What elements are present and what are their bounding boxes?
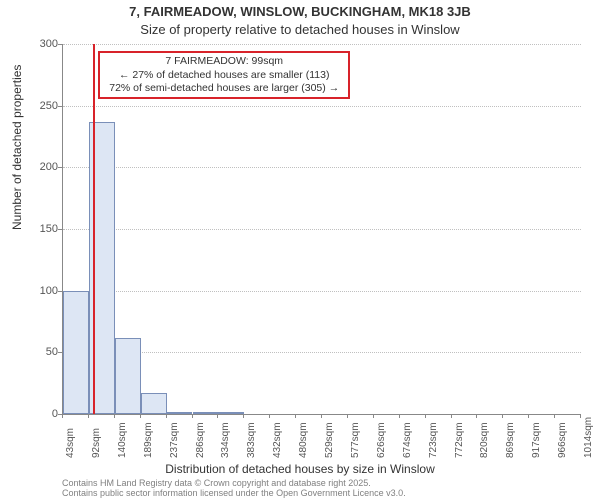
y-tick-label: 100 bbox=[18, 285, 58, 297]
footer-line1: Contains HM Land Registry data © Crown c… bbox=[62, 478, 371, 488]
y-tick-label: 0 bbox=[18, 408, 58, 420]
histogram-bar bbox=[115, 338, 141, 414]
y-axis-label: Number of detached properties bbox=[10, 65, 24, 230]
x-tick-mark bbox=[425, 414, 426, 418]
x-tick-label: 286sqm bbox=[195, 422, 206, 458]
y-tick-mark bbox=[58, 167, 62, 168]
x-tick-mark bbox=[502, 414, 503, 418]
x-tick-mark bbox=[347, 414, 348, 418]
x-tick-mark bbox=[554, 414, 555, 418]
x-tick-mark bbox=[192, 414, 193, 418]
x-tick-label: 577sqm bbox=[350, 422, 361, 458]
chart-container: 7, FAIRMEADOW, WINSLOW, BUCKINGHAM, MK18… bbox=[0, 0, 600, 500]
y-tick-mark bbox=[58, 229, 62, 230]
annotation-line: 7 FAIRMEADOW: 99sqm bbox=[106, 55, 342, 68]
x-tick-mark bbox=[321, 414, 322, 418]
gridline-h bbox=[63, 229, 581, 230]
x-tick-mark bbox=[399, 414, 400, 418]
x-tick-mark bbox=[580, 414, 581, 418]
x-tick-mark bbox=[476, 414, 477, 418]
y-tick-label: 150 bbox=[18, 223, 58, 235]
x-tick-label: 92sqm bbox=[91, 428, 102, 458]
x-tick-label: 674sqm bbox=[402, 422, 413, 458]
annotation-line: ← 27% of detached houses are smaller (11… bbox=[106, 69, 342, 82]
x-tick-label: 723sqm bbox=[428, 422, 439, 458]
x-tick-label: 480sqm bbox=[298, 422, 309, 458]
histogram-bar bbox=[63, 291, 89, 414]
x-tick-mark bbox=[269, 414, 270, 418]
x-tick-label: 917sqm bbox=[531, 422, 542, 458]
y-tick-mark bbox=[58, 44, 62, 45]
gridline-h bbox=[63, 167, 581, 168]
x-tick-label: 189sqm bbox=[143, 422, 154, 458]
plot-area: 7 FAIRMEADOW: 99sqm← 27% of detached hou… bbox=[62, 44, 581, 415]
x-tick-label: 432sqm bbox=[272, 422, 283, 458]
chart-title-main: 7, FAIRMEADOW, WINSLOW, BUCKINGHAM, MK18… bbox=[0, 4, 600, 19]
property-marker-line bbox=[93, 44, 95, 414]
x-tick-label: 334sqm bbox=[220, 422, 231, 458]
x-axis-label: Distribution of detached houses by size … bbox=[0, 462, 600, 476]
histogram-bar bbox=[167, 412, 193, 414]
x-tick-mark bbox=[114, 414, 115, 418]
x-tick-mark bbox=[166, 414, 167, 418]
histogram-bar bbox=[218, 412, 244, 414]
gridline-h bbox=[63, 291, 581, 292]
footer-line2: Contains public sector information licen… bbox=[62, 488, 406, 498]
gridline-h bbox=[63, 106, 581, 107]
chart-title-sub: Size of property relative to detached ho… bbox=[0, 22, 600, 37]
x-tick-mark bbox=[373, 414, 374, 418]
x-tick-mark bbox=[243, 414, 244, 418]
x-tick-label: 772sqm bbox=[454, 422, 465, 458]
x-tick-mark bbox=[528, 414, 529, 418]
x-tick-mark bbox=[295, 414, 296, 418]
gridline-h bbox=[63, 352, 581, 353]
annotation-line: 72% of semi-detached houses are larger (… bbox=[106, 82, 342, 95]
x-tick-mark bbox=[451, 414, 452, 418]
y-tick-mark bbox=[58, 291, 62, 292]
y-tick-label: 300 bbox=[18, 38, 58, 50]
x-tick-label: 43sqm bbox=[65, 428, 76, 458]
x-tick-label: 1014sqm bbox=[583, 417, 594, 458]
x-tick-label: 529sqm bbox=[324, 422, 335, 458]
footer-attribution: Contains HM Land Registry data © Crown c… bbox=[62, 478, 406, 499]
x-tick-mark bbox=[88, 414, 89, 418]
annotation-box: 7 FAIRMEADOW: 99sqm← 27% of detached hou… bbox=[98, 51, 350, 98]
y-tick-mark bbox=[58, 352, 62, 353]
x-tick-label: 237sqm bbox=[169, 422, 180, 458]
histogram-bar bbox=[193, 412, 219, 414]
x-tick-label: 626sqm bbox=[376, 422, 387, 458]
x-tick-mark bbox=[217, 414, 218, 418]
y-tick-label: 50 bbox=[18, 346, 58, 358]
x-tick-label: 383sqm bbox=[246, 422, 257, 458]
y-tick-label: 250 bbox=[18, 100, 58, 112]
x-tick-label: 820sqm bbox=[479, 422, 490, 458]
x-tick-mark bbox=[62, 414, 63, 418]
x-tick-label: 869sqm bbox=[505, 422, 516, 458]
y-tick-mark bbox=[58, 106, 62, 107]
x-tick-label: 140sqm bbox=[117, 422, 128, 458]
gridline-h bbox=[63, 44, 581, 45]
x-tick-label: 966sqm bbox=[557, 422, 568, 458]
histogram-bar bbox=[141, 393, 167, 414]
y-tick-label: 200 bbox=[18, 161, 58, 173]
x-tick-mark bbox=[140, 414, 141, 418]
